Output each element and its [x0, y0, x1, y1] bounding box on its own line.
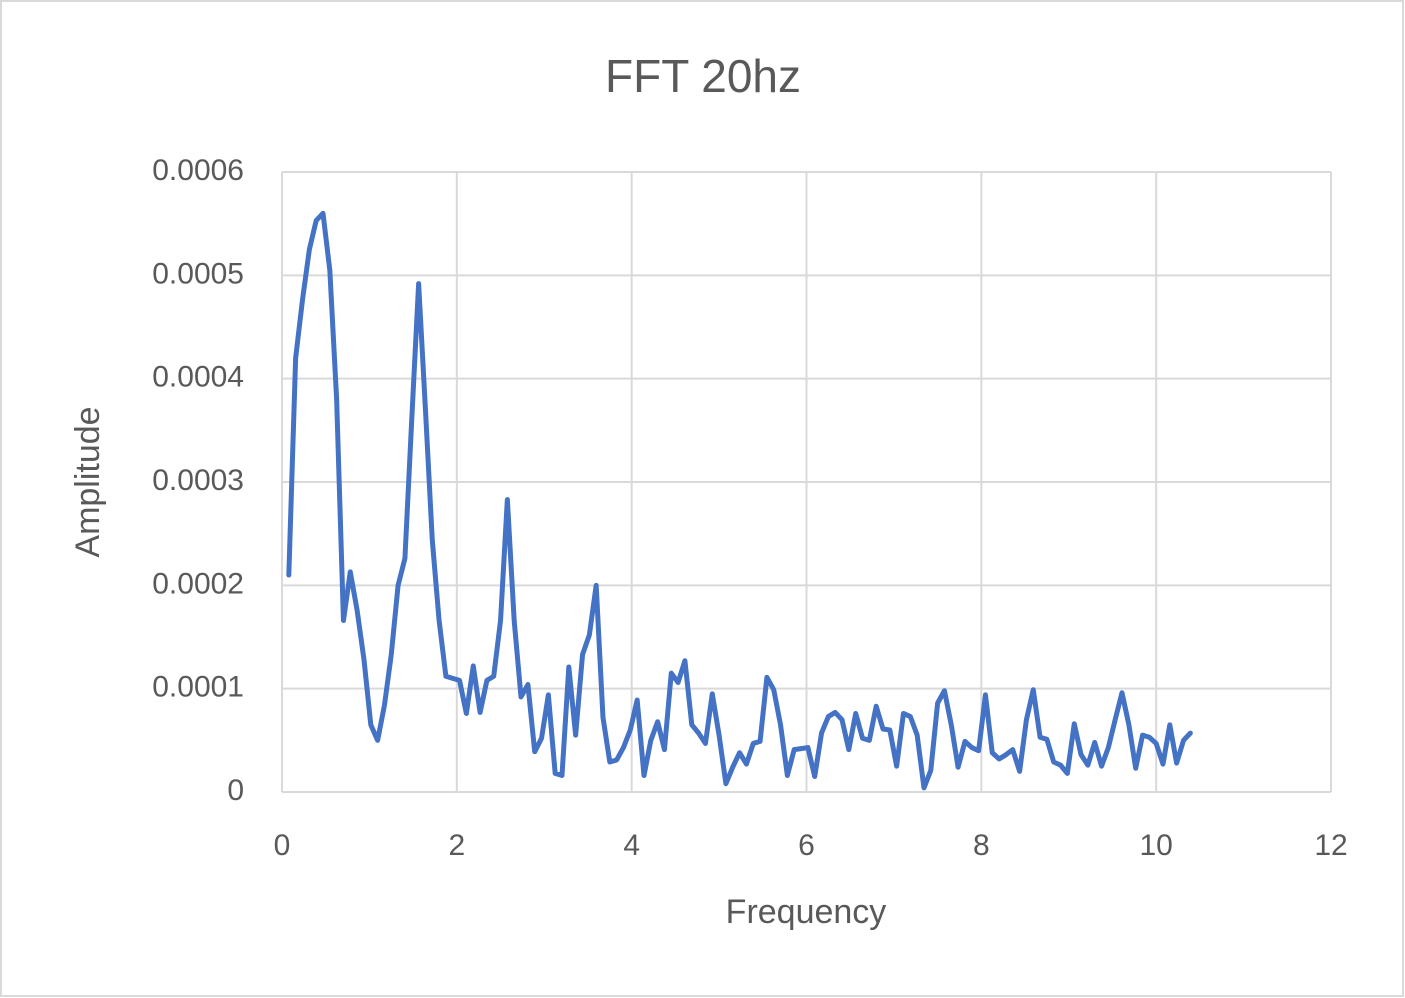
- x-tick-label: 6: [798, 829, 815, 862]
- x-tick-label: 8: [973, 829, 990, 862]
- x-tick-label: 0: [274, 829, 291, 862]
- data-line: [286, 210, 1193, 791]
- y-axis-title: Amplitude: [69, 406, 107, 557]
- x-tick-label: 12: [1314, 829, 1347, 862]
- x-axis-title: Frequency: [726, 893, 887, 931]
- x-tick-label: 10: [1139, 829, 1172, 862]
- x-tick-label: 4: [623, 829, 640, 862]
- chart-title: FFT 20hz: [605, 50, 801, 102]
- y-tick-label: 0.0002: [152, 567, 244, 600]
- y-tick-label: 0.0004: [152, 361, 244, 394]
- y-tick-label: 0: [227, 774, 244, 807]
- y-tick-label: 0.0003: [152, 464, 244, 497]
- y-tick-label: 0.0006: [152, 154, 244, 187]
- y-tick-label: 0.0005: [152, 257, 244, 290]
- x-tick-label: 2: [448, 829, 465, 862]
- y-tick-label: 0.0001: [152, 671, 244, 704]
